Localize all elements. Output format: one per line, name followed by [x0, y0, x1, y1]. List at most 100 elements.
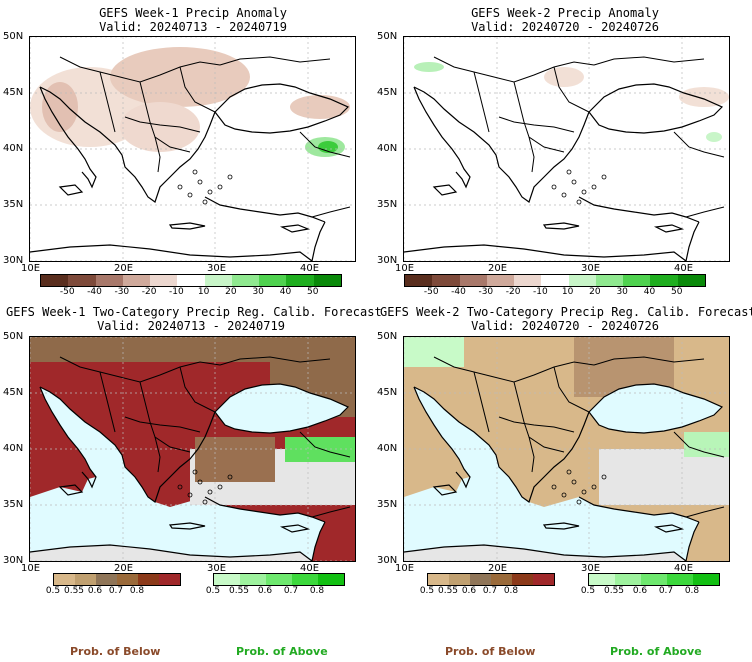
lon-tick-label: 20E	[488, 263, 508, 274]
lon-tick-label: 40E	[300, 263, 320, 274]
colorbar-swatch	[122, 275, 151, 286]
colorbar-label: 10	[197, 287, 210, 297]
colorbar-swatch	[533, 574, 554, 585]
lon-tick-label: 30E	[207, 263, 227, 274]
week1-anomaly-map	[29, 36, 356, 262]
colorbar-swatch	[159, 574, 180, 585]
lon-tick-label: 10E	[395, 563, 415, 574]
colorbar-swatch	[204, 275, 232, 286]
colorbar-label: -30	[478, 287, 494, 297]
colorbar-swatch	[231, 275, 260, 286]
colorbar-swatch	[95, 275, 123, 286]
colorbar-label: -40	[451, 287, 466, 297]
colorbar-label: 0.7	[283, 586, 299, 596]
panel3-valid: Valid: 20240713 - 20240719	[97, 319, 285, 333]
lon-tick-label: 30E	[581, 563, 601, 574]
colorbar-label: 0.8	[503, 586, 519, 596]
below-colorbar-week1	[53, 573, 181, 586]
prob-above-label-2: Prob. of Above	[610, 645, 702, 658]
week2-probability-map	[403, 336, 730, 562]
panel4-valid: Valid: 20240720 - 20240726	[471, 319, 659, 333]
colorbar-swatch	[405, 275, 433, 286]
panel3-title: GEFS Week-1 Two-Category Precip Reg. Cal…	[6, 305, 382, 333]
prob-below-label-2: Prob. of Below	[445, 645, 536, 658]
colorbar-swatch	[486, 275, 515, 286]
colorbar-swatch	[150, 275, 178, 286]
colorbar-label: 0.55	[603, 586, 625, 596]
colorbar-swatch	[54, 574, 75, 585]
colorbar-swatch	[75, 574, 96, 585]
colorbar-label: 30	[616, 287, 628, 297]
lat-tick-label: 40N	[3, 443, 24, 454]
colorbar-label: -50	[59, 287, 75, 297]
colorbar-label: 50	[670, 287, 683, 297]
colorbar-swatch	[491, 574, 512, 585]
colorbar-label: 0.6	[257, 586, 273, 596]
lon-tick-label: 40E	[300, 563, 320, 574]
colorbar-swatch	[68, 275, 96, 286]
panel1-valid: Valid: 20240713 - 20240719	[99, 20, 287, 34]
anomaly-colorbar-week2	[404, 274, 706, 287]
lat-tick-label: 45N	[3, 87, 24, 98]
colorbar-label: 0.5	[205, 586, 221, 596]
colorbar-swatch	[177, 275, 205, 286]
colorbar-swatch	[667, 574, 693, 585]
panel3-title-text: GEFS Week-1 Two-Category Precip Reg. Cal…	[6, 305, 382, 319]
colorbar-swatch	[623, 275, 651, 286]
lat-tick-label: 50N	[3, 331, 24, 342]
colorbar-label: 0.6	[87, 586, 103, 596]
colorbar-swatch	[41, 275, 69, 286]
lat-tick-label: 30N	[377, 555, 398, 566]
lat-tick-label: 35N	[377, 199, 398, 210]
colorbar-label: 0.6	[632, 586, 648, 596]
colorbar-swatch	[512, 574, 533, 585]
panel2-title-text: GEFS Week-2 Precip Anomaly	[471, 6, 659, 20]
colorbar-swatch	[259, 275, 287, 286]
panel2-title: GEFS Week-2 Precip Anomaly Valid: 202407…	[402, 6, 728, 34]
lat-tick-label: 45N	[377, 87, 398, 98]
colorbar-label: 0.8	[684, 586, 700, 596]
lon-tick-label: 20E	[114, 263, 134, 274]
colorbar-swatch	[641, 574, 667, 585]
anomaly-colorbar-week1	[40, 274, 342, 287]
colorbar-swatch	[286, 275, 314, 286]
lon-tick-label: 10E	[21, 563, 41, 574]
colorbar-swatch	[459, 275, 487, 286]
lon-tick-label: 10E	[395, 263, 415, 274]
colorbar-swatch	[266, 574, 292, 585]
colorbar-swatch	[693, 574, 719, 585]
colorbar-label: 50	[306, 287, 319, 297]
above-colorbar-week1	[213, 573, 345, 586]
colorbar-label: 0.55	[437, 586, 459, 596]
lat-tick-label: 45N	[377, 387, 398, 398]
colorbar-swatch	[117, 574, 138, 585]
colorbar-label: -50	[423, 287, 439, 297]
lat-tick-label: 35N	[3, 499, 24, 510]
lat-tick-label: 50N	[3, 31, 24, 42]
colorbar-label: 0.7	[482, 586, 498, 596]
lat-tick-label: 50N	[377, 331, 398, 342]
colorbar-swatch	[214, 574, 240, 585]
lon-tick-label: 20E	[488, 563, 508, 574]
colorbar-swatch	[514, 275, 542, 286]
colorbar-label: -10	[169, 287, 184, 297]
colorbar-label: 20	[225, 287, 237, 297]
prob-above-label-1: Prob. of Above	[236, 645, 328, 658]
colorbar-label: 40	[279, 287, 292, 297]
colorbar-swatch	[677, 275, 705, 286]
panel4-title-text: GEFS Week-2 Two-Category Precip Reg. Cal…	[380, 305, 752, 319]
colorbar-label: 0.55	[228, 586, 250, 596]
panel2-valid: Valid: 20240720 - 20240726	[471, 20, 659, 34]
colorbar-swatch	[449, 574, 470, 585]
colorbar-swatch	[318, 574, 344, 585]
colorbar-swatch	[240, 574, 266, 585]
lat-tick-label: 40N	[377, 443, 398, 454]
colorbar-label: -10	[533, 287, 548, 297]
colorbar-label: 0.5	[580, 586, 596, 596]
lat-tick-label: 30N	[3, 555, 24, 566]
lat-tick-label: 40N	[377, 143, 398, 154]
colorbar-label: 0.5	[45, 586, 61, 596]
lon-tick-label: 40E	[674, 263, 694, 274]
colorbar-label: 0.7	[658, 586, 674, 596]
colorbar-label: 0.5	[419, 586, 435, 596]
